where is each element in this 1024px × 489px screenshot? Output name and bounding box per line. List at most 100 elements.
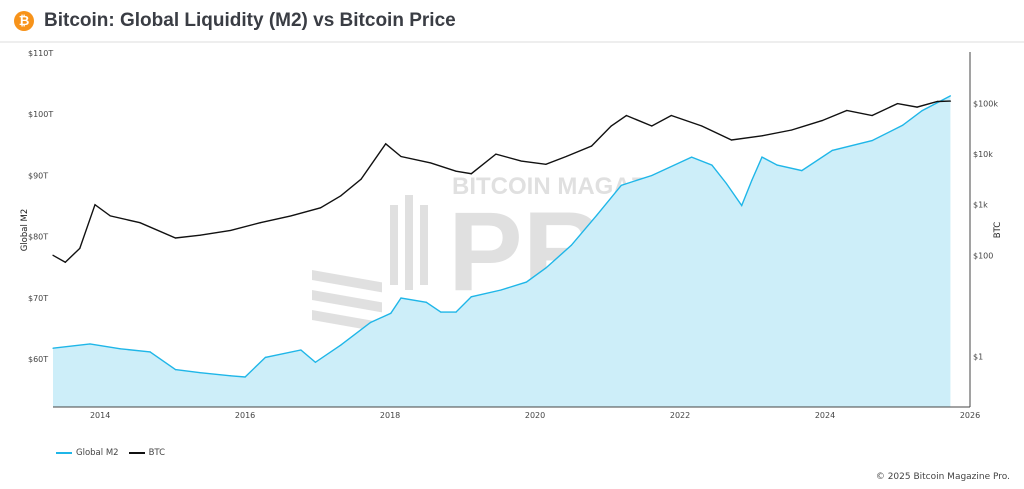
btc-point <box>670 114 672 117</box>
left-axis-label: Global M2 <box>20 209 30 252</box>
plot-area <box>52 95 952 408</box>
btc-point <box>52 254 54 256</box>
m2-point <box>174 369 177 371</box>
btc-point <box>199 234 201 236</box>
m2-point <box>119 348 122 350</box>
right-tick-label: $1k <box>973 201 988 210</box>
x-tick-label: 2026 <box>960 411 980 420</box>
right-axis-label: BTC <box>993 222 1003 239</box>
legend-label-m2[interactable]: Global M2 <box>76 448 119 458</box>
legend-swatch-btc <box>128 452 145 454</box>
m2-point <box>149 351 151 353</box>
x-ticks: 2014 2016 2018 2020 2022 2024 2026 <box>90 411 980 420</box>
x-tick-label: 2024 <box>815 411 835 420</box>
btc-point <box>545 163 547 165</box>
left-tick-label: $80T <box>28 233 48 242</box>
btc-point <box>916 106 918 108</box>
btc-point <box>385 143 387 145</box>
btc-point <box>259 222 261 224</box>
right-tick-label: $10k <box>973 150 993 159</box>
btc-point <box>949 100 952 102</box>
btc-point <box>94 204 96 206</box>
m2-point <box>691 156 693 158</box>
left-tick-label: $60T <box>28 355 48 364</box>
m2-point <box>369 321 372 324</box>
btc-point <box>896 102 899 105</box>
m2-point <box>264 356 266 358</box>
m2-point <box>831 149 833 151</box>
btc-point <box>319 207 322 209</box>
btc-point <box>625 114 627 117</box>
x-tick-label: 2014 <box>90 411 110 420</box>
m2-point <box>525 281 527 283</box>
x-tick-label: 2020 <box>525 411 545 420</box>
m2-point <box>871 139 873 142</box>
btc-point <box>651 125 653 127</box>
m2-point <box>921 109 923 112</box>
m2-point <box>470 296 472 298</box>
left-tick-label: $100T <box>28 110 53 119</box>
copyright: © 2025 Bitcoin Magazine Pro. <box>875 472 1010 482</box>
m2-point <box>440 311 442 313</box>
m2-point <box>425 301 427 303</box>
m2-point <box>651 174 653 177</box>
right-y-ticks: $1 $100 $1k $10k $100k <box>973 100 998 362</box>
m2-point <box>801 169 803 172</box>
m2-point <box>949 95 952 97</box>
right-tick-label: $1 <box>973 352 983 361</box>
bitcoin-icon: ₿ <box>14 10 34 31</box>
m2-point <box>741 204 743 207</box>
btc-point <box>701 125 703 127</box>
m2-point <box>400 297 402 299</box>
btc-point <box>340 195 342 197</box>
m2-point <box>52 347 54 349</box>
legend-label-btc[interactable]: BTC <box>148 448 166 458</box>
m2-point <box>711 164 713 166</box>
m2-point <box>776 164 778 166</box>
btc-point <box>290 215 292 217</box>
page-title: Bitcoin: Global Liquidity (M2) vs Bitcoi… <box>44 9 456 31</box>
header: ₿ Bitcoin: Global Liquidity (M2) vs Bitc… <box>0 0 1024 43</box>
x-tick-label: 2016 <box>235 411 255 420</box>
btc-point <box>174 237 177 239</box>
m2-point <box>244 376 246 378</box>
btc-point <box>430 162 432 164</box>
m2-point <box>620 184 622 186</box>
btc-point <box>936 100 938 103</box>
m2-point <box>570 244 572 246</box>
m2-point <box>89 343 91 345</box>
btc-point <box>495 153 497 155</box>
left-tick-label: $90T <box>28 171 48 180</box>
x-tick-label: 2018 <box>380 411 400 420</box>
m2-point <box>455 311 457 313</box>
btc-point <box>821 120 823 122</box>
m2-point <box>751 179 753 181</box>
m2-point <box>230 375 232 377</box>
legend-swatch-m2 <box>56 452 72 454</box>
m2-point <box>390 312 392 314</box>
m2-point <box>596 214 598 216</box>
btc-point <box>360 178 362 180</box>
legend: Global M2 BTC <box>56 448 165 458</box>
m2-point <box>314 361 317 363</box>
btc-point <box>846 109 848 112</box>
left-y-ticks: $60T $70T $80T $90T $100T $110T <box>28 49 53 364</box>
btc-point <box>565 155 567 158</box>
btc-point <box>109 215 111 217</box>
m2-point <box>725 182 728 185</box>
watermark-logo-icon <box>312 195 428 333</box>
btc-point <box>64 261 66 263</box>
btc-point <box>520 160 522 162</box>
btc-point <box>139 222 141 224</box>
m2-area <box>53 95 951 408</box>
left-tick-label: $110T <box>28 49 53 58</box>
right-tick-label: $100k <box>973 100 998 109</box>
x-tick-label: 2022 <box>670 411 690 420</box>
btc-point <box>591 145 593 147</box>
m2-point <box>761 156 763 158</box>
m2-point <box>901 124 904 126</box>
btc-point <box>610 125 612 127</box>
btc-point <box>400 155 402 158</box>
